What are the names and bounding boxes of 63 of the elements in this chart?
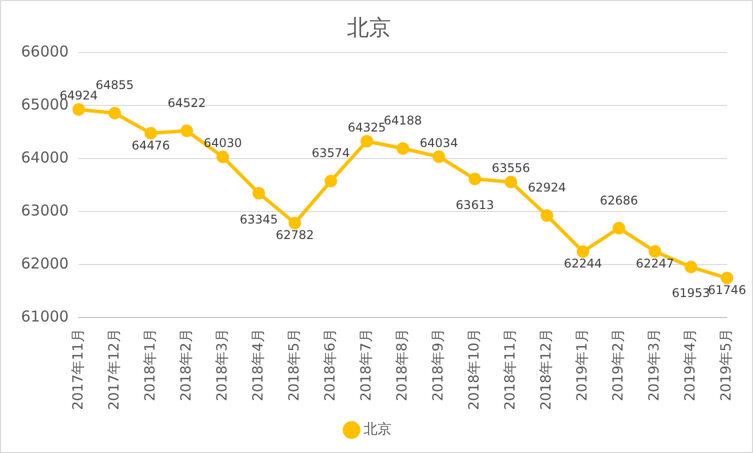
x-tick-label: 2018年3月: [214, 328, 230, 402]
data-label: 62686: [600, 193, 638, 208]
point: [180, 124, 194, 138]
data-label: 64325: [348, 120, 386, 134]
point: [504, 176, 518, 188]
x-tick-label: 2017年12月: [106, 328, 122, 410]
data-label: 62924: [528, 180, 566, 195]
x-tick-label: 2018年1月: [142, 328, 158, 402]
x-tick-label: 2018年11月: [502, 328, 519, 410]
x-tick-label: 2018年12月: [538, 328, 555, 410]
point: [612, 222, 626, 234]
data-label: 64034: [420, 136, 458, 150]
data-label: 63556: [492, 161, 530, 176]
x-tick-label: 2019年5月: [718, 328, 735, 402]
x-tick-label: 2019年3月: [646, 328, 663, 402]
data-label: 61746: [708, 283, 746, 298]
point: [432, 150, 446, 163]
data-label: 61953: [672, 286, 710, 300]
point: [144, 126, 157, 140]
data-label: 64188: [384, 114, 422, 128]
x-tick-label: 2018年8月: [394, 328, 410, 402]
y-tick-label: 64000: [21, 148, 69, 166]
data-label: 64030: [204, 136, 242, 150]
x-tick-label: 2018年6月: [322, 328, 338, 402]
data-label: 62244: [564, 256, 602, 271]
x-tick-label: 2018年5月: [286, 328, 302, 402]
x-tick-label: 2019年2月: [610, 328, 627, 402]
y-tick-label: 62000: [21, 254, 69, 272]
point: [720, 272, 734, 284]
data-label: 64476: [132, 138, 170, 152]
point: [396, 142, 410, 155]
data-label: 63574: [312, 146, 350, 160]
point: [288, 216, 302, 230]
x-tick-label: 2018年9月: [430, 328, 447, 402]
point: [360, 134, 374, 148]
y-tick-label: 61000: [21, 307, 69, 326]
data-label: 64855: [96, 78, 134, 92]
x-tick-label: 2018年4月: [250, 328, 266, 402]
point: [684, 260, 698, 274]
data-label: 63613: [456, 198, 494, 212]
point: [540, 209, 554, 222]
y-tick-label: 63000: [21, 201, 69, 220]
x-tick-label: 2017年11月: [70, 328, 86, 410]
data-label: 62782: [276, 228, 314, 242]
chart-title: 北京: [347, 16, 391, 41]
legend-label: 北京: [364, 422, 392, 438]
point: [252, 186, 266, 200]
point: [72, 103, 85, 116]
data-label: 63345: [240, 212, 278, 226]
x-tick-label: 2018年2月: [178, 328, 194, 402]
point: [216, 150, 230, 164]
x-tick-label: 2019年1月: [574, 328, 591, 402]
x-tick-label: 2018年7月: [358, 328, 374, 402]
data-label: 64522: [168, 96, 206, 110]
x-tick-label: 2019年4月: [682, 328, 699, 402]
point: [324, 174, 338, 188]
data-label: 62247: [636, 256, 674, 271]
y-tick-label: 66000: [21, 42, 69, 60]
point: [108, 106, 121, 120]
point: [576, 245, 590, 258]
point: [468, 172, 482, 186]
point: [648, 245, 662, 258]
x-tick-label: 2018年10月: [466, 328, 483, 410]
